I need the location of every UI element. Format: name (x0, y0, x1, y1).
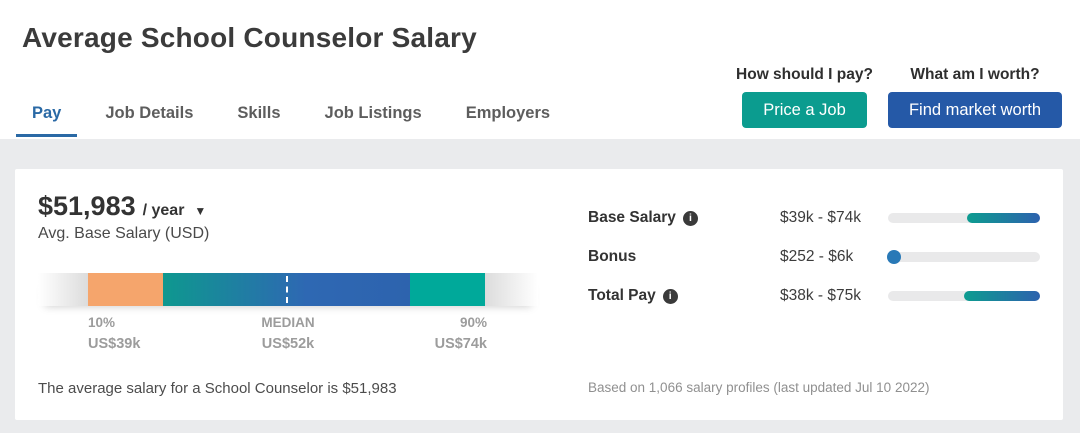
info-icon[interactable]: i (662, 288, 678, 304)
total-pay-range: $38k - $75k (780, 287, 861, 304)
percentile-90-label: 90% US$74k (434, 315, 487, 352)
bar-segment-gray-right (485, 273, 538, 306)
median-marker-line (286, 276, 288, 303)
how-should-i-pay-label: How should I pay? (736, 66, 873, 83)
find-market-worth-button[interactable]: Find market worth (887, 92, 1062, 128)
tab-bar: Pay Job Details Skills Job Listings Empl… (16, 104, 566, 137)
average-salary-headline: $51,983 / year ▼ (38, 191, 206, 222)
page-title: Average School Counselor Salary (22, 22, 477, 53)
bar-segment-teal (410, 273, 485, 306)
content-band: $51,983 / year ▼ Avg. Base Salary (USD) … (0, 139, 1080, 433)
base-salary-label: Base Salary i (588, 209, 780, 227)
average-salary-sentence: The average salary for a School Counselo… (38, 380, 397, 397)
tab-pay[interactable]: Pay (16, 104, 78, 137)
header-actions: How should I pay? Price a Job What am I … (736, 66, 1062, 128)
total-pay-range-fill (964, 291, 1040, 301)
caret-down-icon[interactable]: ▼ (194, 204, 207, 218)
median-label: MEDIAN US$52k (261, 315, 315, 352)
what-am-i-worth-label: What am I worth? (910, 66, 1040, 83)
base-salary-row: Base Salary i $39k - $74k (588, 206, 1040, 230)
base-salary-range: $39k - $74k (780, 209, 861, 226)
bonus-label: Bonus (588, 248, 637, 265)
base-salary-range-fill (967, 213, 1040, 223)
total-pay-label: Total Pay i (588, 287, 780, 305)
bonus-range-dot (887, 250, 901, 264)
info-icon[interactable]: i (682, 210, 698, 226)
percentile-10-label: 10% US$39k (88, 315, 141, 352)
bonus-range: $252 - $6k (780, 248, 854, 265)
total-pay-range-bar (888, 291, 1040, 301)
distribution-labels: 10% US$39k MEDIAN US$52k 90% US$74k (38, 316, 538, 358)
bonus-row: Bonus $252 - $6k (588, 245, 1040, 269)
bar-segment-gray-left (38, 273, 88, 306)
salary-amount: $51,983 (38, 191, 136, 221)
salary-period: / year (142, 202, 185, 219)
salary-distribution-bar (38, 273, 538, 306)
bonus-range-bar (887, 250, 1040, 264)
tab-job-listings[interactable]: Job Listings (324, 104, 422, 122)
bar-segment-orange (88, 273, 163, 306)
base-salary-range-bar (888, 213, 1040, 223)
tab-job-details[interactable]: Job Details (105, 104, 194, 122)
tab-employers[interactable]: Employers (465, 104, 551, 122)
pay-summary-card: $51,983 / year ▼ Avg. Base Salary (USD) … (15, 169, 1063, 420)
avg-base-salary-caption: Avg. Base Salary (USD) (38, 225, 210, 242)
tab-skills[interactable]: Skills (237, 104, 281, 122)
price-a-job-button[interactable]: Price a Job (742, 92, 867, 128)
pay-components-list: Base Salary i $39k - $74k Bonus $252 - $… (588, 206, 1040, 323)
total-pay-row: Total Pay i $38k - $75k (588, 284, 1040, 308)
salary-profiles-note: Based on 1,066 salary profiles (last upd… (588, 380, 930, 395)
